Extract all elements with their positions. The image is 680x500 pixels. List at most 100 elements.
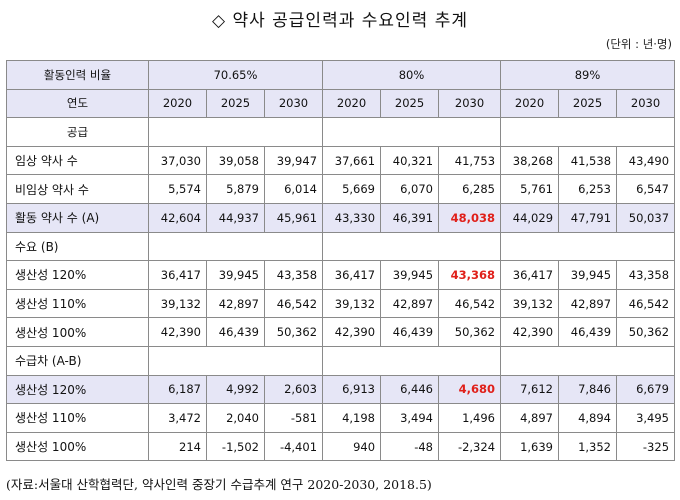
- table-cell: 7,846: [558, 374, 618, 405]
- table-cell: 6,187: [148, 374, 207, 405]
- table-cell: 46,391: [380, 202, 440, 233]
- rate-header-cell: 89%: [500, 60, 676, 90]
- table-row: 비임상 약사 수 5,574 5,879 6,014 5,669 6,070 6…: [6, 174, 676, 204]
- table-cell: 46,439: [206, 317, 265, 347]
- table-cell: 36,417: [322, 260, 382, 290]
- source-note: (자료:서울대 산학협력단, 약사인력 중장기 수급추계 연구 2020-203…: [6, 477, 432, 492]
- year-header-row: 연도 2020 2025 2030 2020 2025 2030 2020 20…: [6, 88, 676, 119]
- table-cell: 42,897: [380, 288, 440, 319]
- table-cell: 6,285: [438, 174, 502, 204]
- table-cell: 37,030: [148, 145, 207, 176]
- table-cell: 41,753: [438, 145, 502, 176]
- unit-note: (단위 : 년·명): [605, 37, 672, 51]
- table-cell: 3,472: [148, 403, 207, 433]
- table-cell: 44,029: [500, 202, 560, 233]
- table-cell: 46,542: [438, 288, 502, 319]
- table-cell: 50,362: [616, 317, 676, 347]
- table-cell: 42,390: [322, 317, 382, 347]
- year-header-cell: 2025: [558, 88, 618, 119]
- table-cell: 5,761: [500, 174, 560, 204]
- table-cell: 1,496: [438, 403, 502, 433]
- rate-header-cell: 80%: [322, 60, 502, 90]
- table-cell: 43,330: [322, 202, 382, 233]
- table-cell: 2,603: [263, 374, 324, 405]
- table-cell: 36,417: [148, 260, 207, 290]
- row-label: 생산성 120%: [6, 374, 149, 405]
- table-cell: 50,362: [438, 317, 502, 347]
- gap-section-row: 수급차 (A-B): [6, 345, 676, 376]
- table-cell: 41,538: [558, 145, 618, 176]
- table-cell: 44,937: [206, 202, 265, 233]
- table-cell: 4,894: [558, 403, 618, 433]
- table-cell: 5,574: [148, 174, 207, 204]
- table-cell: 4,897: [500, 403, 560, 433]
- row-label: 생산성 100%: [6, 431, 149, 462]
- table-cell: -1,502: [206, 431, 265, 462]
- row-label: 활동 약사 수 (A): [6, 202, 149, 233]
- table-cell: 5,879: [206, 174, 265, 204]
- table-cell: 42,390: [500, 317, 560, 347]
- table-cell: 1,639: [500, 431, 560, 462]
- table-cell: 5,669: [322, 174, 382, 204]
- table-row: 생산성 120% 6,187 4,992 2,603 6,913 6,446 4…: [6, 374, 676, 405]
- row-label: 생산성 120%: [6, 260, 149, 290]
- row-label: 임상 약사 수: [6, 145, 149, 176]
- highlighted-cell: 43,368: [438, 260, 502, 290]
- table-cell: 42,897: [558, 288, 618, 319]
- table-row: 활동 약사 수 (A) 42,604 44,937 45,961 43,330 …: [6, 202, 676, 233]
- year-header-cell: 2025: [206, 88, 265, 119]
- table-cell: 39,945: [558, 260, 618, 290]
- table-cell: 3,494: [380, 403, 440, 433]
- table-cell: -325: [616, 431, 676, 462]
- table-cell: 6,253: [558, 174, 618, 204]
- table-cell: 36,417: [500, 260, 560, 290]
- table-cell: 4,198: [322, 403, 382, 433]
- table-cell: -2,324: [438, 431, 502, 462]
- table-cell: -4,401: [263, 431, 324, 462]
- table-row: 임상 약사 수 37,030 39,058 39,947 37,661 40,3…: [6, 145, 676, 176]
- table-cell: 6,679: [616, 374, 676, 405]
- table-row: 생산성 110% 39,132 42,897 46,542 39,132 42,…: [6, 288, 676, 319]
- table-cell: 6,070: [380, 174, 440, 204]
- table-cell: 46,542: [263, 288, 324, 319]
- table-cell: 50,362: [263, 317, 324, 347]
- table-cell: 37,661: [322, 145, 382, 176]
- section-label: 수급차 (A-B): [6, 345, 149, 376]
- table-cell: 39,945: [380, 260, 440, 290]
- year-header-cell: 2020: [322, 88, 382, 119]
- table-cell: -581: [263, 403, 324, 433]
- supply-section-row: 공급: [6, 117, 676, 147]
- table-cell: 46,439: [558, 317, 618, 347]
- table-cell: 42,390: [148, 317, 207, 347]
- year-header-cell: 2030: [616, 88, 676, 119]
- table-row: 생산성 100% 42,390 46,439 50,362 42,390 46,…: [6, 317, 676, 347]
- year-header-cell: 2020: [500, 88, 560, 119]
- year-header-cell: 2030: [438, 88, 502, 119]
- table-cell: 43,358: [616, 260, 676, 290]
- highlighted-cell: 4,680: [438, 374, 502, 405]
- year-header-cell: 2025: [380, 88, 440, 119]
- table-cell: 45,961: [263, 202, 324, 233]
- table-cell: 6,446: [380, 374, 440, 405]
- row-label: 생산성 110%: [6, 403, 149, 433]
- table-cell: 940: [322, 431, 382, 462]
- table-cell: 39,058: [206, 145, 265, 176]
- table-cell: -48: [380, 431, 440, 462]
- rate-header-label: 활동인력 비율: [6, 60, 149, 90]
- highlighted-cell: 48,038: [438, 202, 502, 233]
- table-row: 생산성 100% 214 -1,502 -4,401 940 -48 -2,32…: [6, 431, 676, 462]
- row-label: 생산성 110%: [6, 288, 149, 319]
- section-label: 공급: [6, 117, 149, 147]
- year-header-label: 연도: [6, 88, 149, 119]
- rate-header-cell: 70.65%: [147, 60, 324, 90]
- table-cell: 4,992: [206, 374, 265, 405]
- table-cell: 42,897: [206, 288, 265, 319]
- table-cell: 39,947: [263, 145, 324, 176]
- table-cell: 38,268: [500, 145, 560, 176]
- section-label: 수요 (B): [6, 231, 149, 262]
- demand-section-row: 수요 (B): [6, 231, 676, 262]
- table-cell: 46,542: [616, 288, 676, 319]
- table-cell: 39,945: [206, 260, 265, 290]
- table-cell: 1,352: [558, 431, 618, 462]
- table-row: 생산성 110% 3,472 2,040 -581 4,198 3,494 1,…: [6, 403, 676, 433]
